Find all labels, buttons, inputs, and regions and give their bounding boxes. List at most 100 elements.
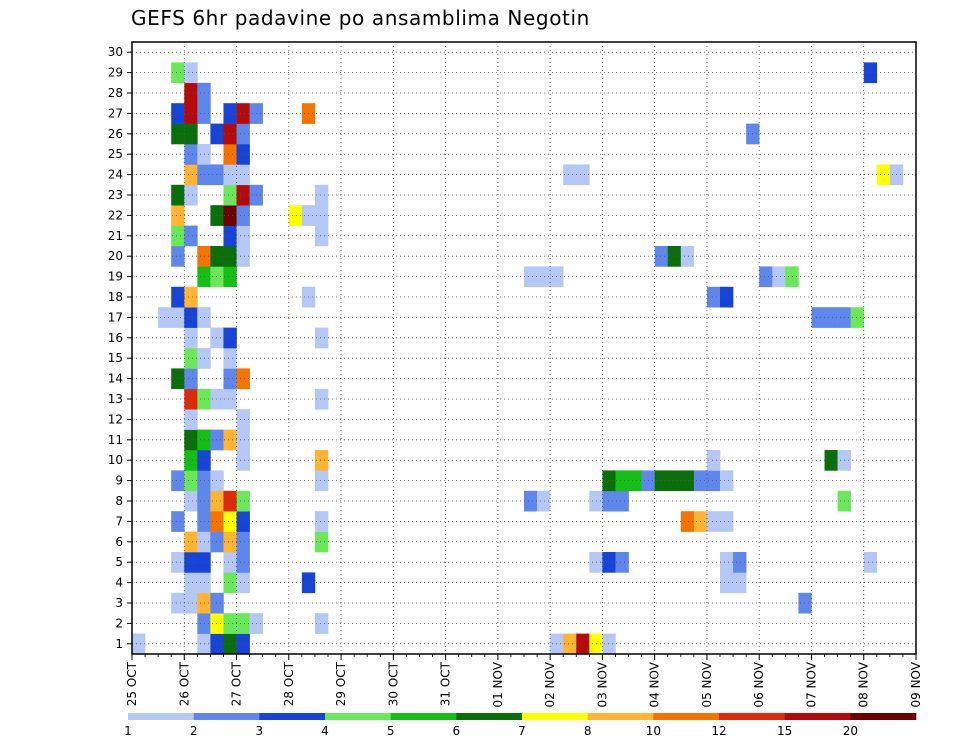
colorbar-swatch	[128, 713, 194, 720]
heatmap-cell	[184, 327, 198, 349]
y-tick-label: 20	[108, 249, 123, 263]
grid-lines	[132, 42, 916, 654]
heatmap-cell	[563, 633, 577, 655]
heatmap-cell	[236, 123, 250, 145]
heatmap-cell	[171, 184, 185, 206]
heatmap-cell	[314, 470, 329, 492]
colorbar-swatch	[193, 713, 260, 720]
colorbar-label: 5	[387, 724, 395, 738]
colorbar-label: 8	[584, 724, 592, 738]
heatmap-cell	[314, 388, 329, 410]
heatmap-cell	[706, 286, 721, 308]
heatmap-cell	[720, 552, 734, 573]
heatmap-cell	[210, 429, 224, 451]
y-tick-label: 8	[115, 494, 123, 508]
colorbar-swatch	[784, 713, 851, 720]
heatmap-cell	[863, 552, 878, 573]
y-tick-label: 10	[108, 453, 123, 467]
heatmap-cells	[132, 62, 904, 655]
x-tick-label: 01 NOV	[491, 661, 505, 707]
heatmap-cell	[811, 307, 825, 328]
colorbar-label: 7	[518, 724, 526, 738]
heatmap-cell	[576, 633, 590, 655]
heatmap-cell	[720, 470, 734, 492]
colorbar-swatch	[719, 713, 785, 720]
colorbar-swatch	[456, 713, 523, 720]
y-tick-label: 23	[108, 188, 123, 202]
y-tick-label: 30	[108, 45, 123, 59]
heatmap-cell	[314, 225, 329, 247]
heatmap-cell	[184, 62, 198, 84]
colorbar-swatch	[850, 713, 917, 720]
heatmap-cell	[576, 164, 590, 186]
heatmap-cell	[876, 164, 891, 186]
heatmap-cell	[184, 82, 198, 104]
heatmap-cell	[210, 511, 224, 532]
colorbar-label: 20	[843, 724, 858, 738]
heatmap-cell	[524, 266, 538, 288]
y-tick-label: 15	[108, 351, 123, 365]
x-tick-label: 26 OCT	[177, 661, 191, 706]
heatmap-cell	[171, 511, 185, 532]
x-tick-label: 02 NOV	[543, 661, 557, 707]
heatmap-cell	[210, 123, 224, 145]
heatmap-cell	[733, 572, 747, 594]
heatmap-cell	[210, 266, 224, 288]
heatmap-cell	[236, 450, 250, 471]
heatmap-cell	[236, 409, 250, 430]
y-tick-label: 28	[108, 86, 123, 100]
heatmap-cell	[171, 103, 185, 124]
chart-title: GEFS 6hr padavine po ansamblima Negotin	[131, 6, 590, 30]
colorbar-label: 3	[256, 724, 264, 738]
heatmap-cell	[223, 266, 237, 288]
x-tick-label: 03 NOV	[595, 661, 609, 707]
y-tick-label: 22	[108, 208, 123, 222]
colorbar-label: 1	[124, 724, 132, 738]
heatmap-cell	[223, 572, 237, 594]
x-tick-label: 27 OCT	[230, 661, 244, 706]
y-tick-label: 4	[115, 576, 123, 590]
colorbar-swatch	[587, 713, 654, 720]
heatmap-cell	[171, 552, 185, 573]
heatmap-cell	[184, 225, 198, 247]
heatmap-cell	[210, 205, 224, 226]
heatmap-cell	[223, 225, 237, 247]
heatmap-cell	[236, 531, 250, 553]
y-tick-label: 7	[115, 514, 123, 528]
heatmap-cell	[537, 490, 551, 512]
heatmap-cell	[223, 531, 237, 553]
heatmap-cell	[772, 266, 786, 288]
heatmap-cell	[210, 388, 224, 410]
y-tick-label: 25	[108, 147, 123, 161]
heatmap-cell	[184, 470, 198, 492]
heatmap-cell	[824, 307, 838, 328]
heatmap-cell	[236, 225, 250, 247]
y-tick-label: 19	[108, 270, 123, 284]
colorbar-label: 12	[711, 724, 726, 738]
heatmap-cell	[184, 103, 198, 124]
heatmap-cell	[628, 470, 642, 492]
x-tick-label: 05 NOV	[700, 661, 714, 707]
heatmap-cell	[171, 592, 185, 614]
heatmap-cell	[210, 531, 224, 553]
x-tick-label: 25 OCT	[125, 661, 139, 706]
heatmap-cell	[563, 164, 577, 186]
heatmap-cell	[314, 613, 329, 634]
heatmap-cell	[223, 429, 237, 451]
heatmap-cell	[314, 511, 329, 532]
heatmap-cell	[824, 450, 838, 471]
heatmap-cell	[615, 552, 629, 573]
heatmap-cell	[654, 246, 669, 267]
heatmap-cell	[720, 286, 734, 308]
x-tick-label: 07 NOV	[804, 661, 818, 707]
heatmap-cell	[184, 184, 198, 206]
heatmap-cell	[223, 490, 237, 512]
heatmap-cell	[223, 368, 237, 390]
heatmap-cell	[184, 572, 198, 594]
heatmap-cell	[706, 511, 721, 532]
y-tick-label: 12	[108, 412, 123, 426]
heatmap-cell	[223, 327, 237, 349]
heatmap-cell	[184, 286, 198, 308]
heatmap-cell	[223, 144, 237, 165]
heatmap-cell	[680, 470, 695, 492]
